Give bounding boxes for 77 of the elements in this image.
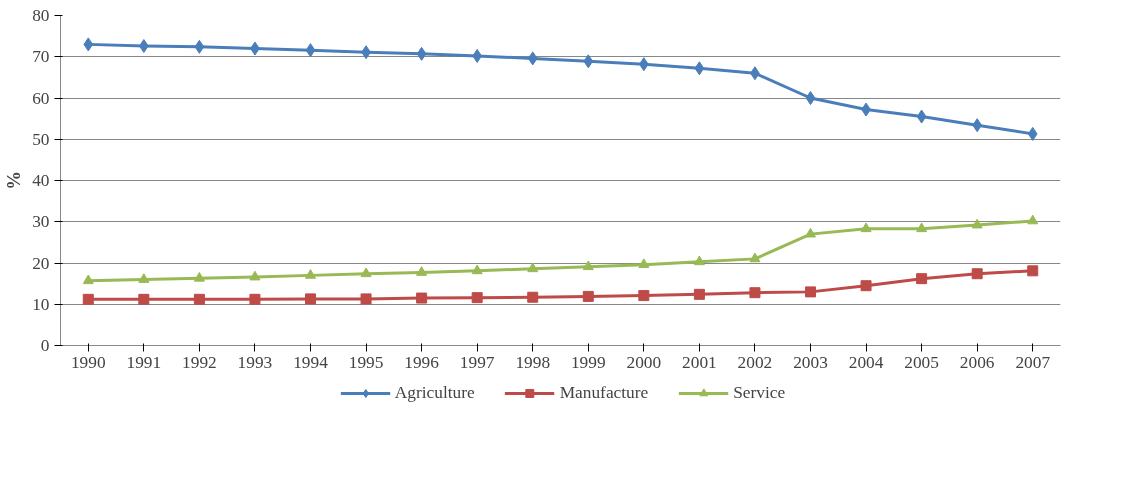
x-tick-label: 1992	[182, 352, 217, 372]
x-tick-label: 2002	[737, 352, 773, 372]
point	[138, 273, 150, 283]
x-tick-label: 1994	[293, 352, 329, 372]
y-axis-title: %	[3, 171, 25, 190]
point	[360, 267, 372, 278]
point	[249, 293, 261, 305]
point	[416, 292, 428, 304]
point	[805, 227, 816, 238]
x-tick-label: 1997	[459, 352, 495, 372]
point	[83, 37, 94, 52]
x-tick-label: 2004	[848, 352, 884, 372]
point	[916, 273, 928, 285]
point	[193, 293, 205, 305]
point	[249, 270, 261, 281]
point	[749, 252, 761, 263]
point	[1027, 214, 1039, 225]
point	[916, 222, 928, 233]
point	[916, 109, 927, 124]
x-tick-label: 2005	[904, 352, 939, 372]
y-tick-label: 60	[32, 88, 50, 108]
point	[305, 43, 316, 58]
legend-label: Manufacture	[559, 382, 649, 403]
point	[1027, 265, 1039, 277]
legend-label: Service	[733, 382, 786, 403]
point	[471, 264, 483, 275]
point	[582, 290, 594, 302]
point	[860, 280, 872, 292]
point	[527, 262, 539, 273]
point	[638, 290, 650, 302]
point	[305, 269, 316, 279]
point	[1027, 126, 1038, 141]
point	[82, 293, 94, 305]
y-tick-label: 20	[32, 253, 50, 273]
point	[971, 268, 983, 280]
point	[527, 291, 539, 303]
legend-label: Agriculture	[394, 382, 475, 403]
point	[582, 260, 594, 271]
y-tick-label: 50	[32, 129, 50, 149]
x-tick-label: 1999	[570, 352, 606, 372]
point	[138, 293, 150, 305]
point	[193, 271, 205, 282]
y-tick-label: 30	[32, 212, 50, 232]
x-tick-label: 2000	[626, 352, 662, 372]
point	[471, 292, 483, 304]
point	[194, 39, 205, 54]
y-tick-label: 0	[40, 336, 50, 355]
point	[638, 258, 650, 269]
x-tick-label: 1993	[237, 352, 273, 372]
y-tick-label: 40	[32, 171, 50, 190]
point	[805, 91, 816, 105]
x-tick-label: 2006	[959, 352, 995, 372]
point	[305, 293, 316, 305]
x-tick-label: 1996	[404, 352, 440, 372]
point	[971, 218, 983, 229]
point	[583, 54, 594, 69]
x-tick-label: 1991	[126, 352, 162, 372]
point	[416, 266, 428, 276]
point	[527, 51, 538, 66]
point	[693, 288, 705, 300]
y-tick-label: 80	[32, 6, 50, 25]
point	[360, 293, 372, 305]
point	[749, 287, 761, 299]
point	[693, 255, 705, 266]
x-tick-label: 2001	[682, 352, 717, 372]
y-tick-label: 10	[32, 294, 50, 314]
point	[416, 46, 427, 61]
y-tick-label: 70	[32, 47, 50, 67]
x-tick-label: 1990	[70, 352, 106, 372]
point	[694, 61, 705, 76]
x-tick-label: 2007	[1015, 352, 1051, 372]
point	[860, 222, 872, 233]
x-tick-label: 1998	[515, 352, 551, 372]
point	[805, 286, 816, 298]
x-tick-label: 1995	[348, 352, 384, 372]
point	[82, 274, 94, 285]
x-tick-label: 2003	[793, 352, 828, 372]
